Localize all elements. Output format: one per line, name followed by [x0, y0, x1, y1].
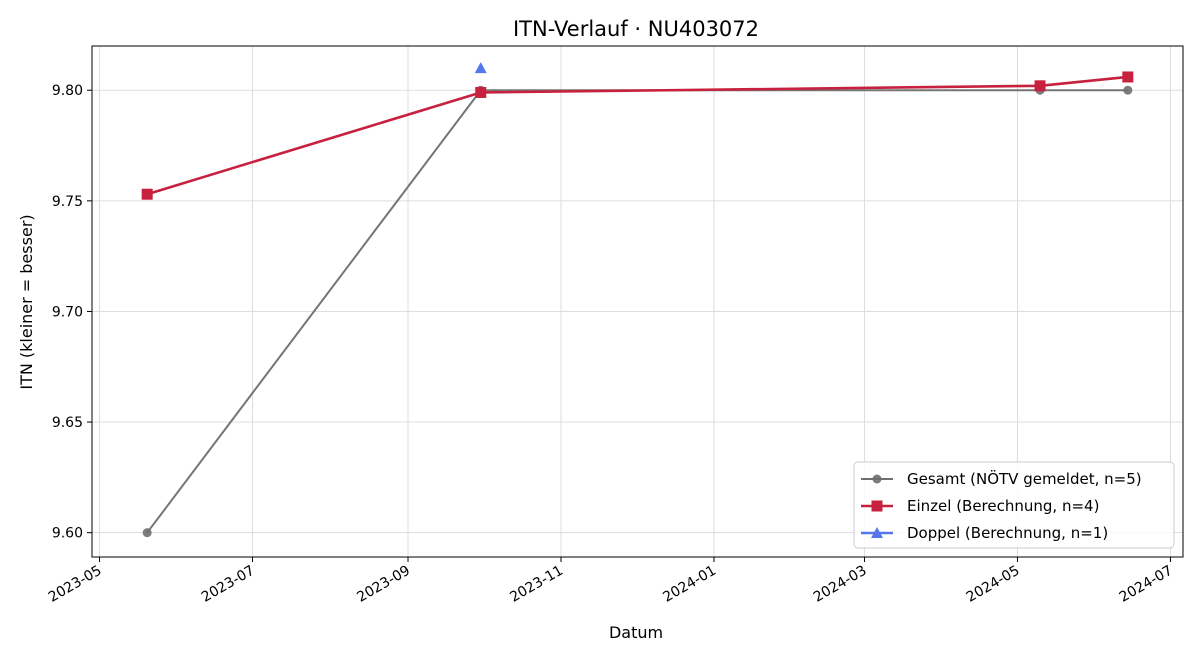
- x-tick-label: 2024-01: [660, 563, 719, 606]
- legend-label: Gesamt (NÖTV gemeldet, n=5): [907, 469, 1142, 488]
- legend: Gesamt (NÖTV gemeldet, n=5) Einzel (Berec…: [853, 461, 1175, 549]
- data-point: [1123, 85, 1133, 95]
- series-2: [474, 62, 487, 74]
- x-tick-label: 2024-03: [811, 563, 870, 606]
- series-line: [146, 75, 1128, 196]
- series-1: [141, 71, 1134, 200]
- x-tick-label: 2024-07: [1117, 563, 1176, 606]
- x-tick-label: 2023-09: [354, 563, 413, 606]
- x-tick-label: 2023-11: [507, 563, 566, 606]
- data-point: [141, 188, 153, 200]
- x-tick-label: 2024-05: [964, 563, 1023, 606]
- series-layer: [141, 62, 1134, 538]
- legend-swatch-marker: [872, 474, 882, 484]
- y-tick-label: 9.75: [52, 194, 83, 210]
- x-tick-label: 2023-05: [46, 563, 105, 606]
- y-axis-title: ITN (kleiner = besser): [17, 214, 36, 389]
- data-point: [142, 528, 152, 538]
- y-tick-label: 9.70: [52, 304, 83, 320]
- data-point: [474, 62, 487, 74]
- chart-title: ITN-Verlauf · NU403072: [513, 17, 759, 41]
- plot-frame: [91, 45, 1184, 558]
- data-point: [1122, 71, 1134, 83]
- legend-box: [853, 461, 1175, 549]
- y-tick-label: 9.60: [52, 526, 83, 542]
- x-axis: 2023-05 2023-07 2023-09 2023-11 2024-01 2024-…: [46, 557, 1176, 606]
- y-tick-label: 9.80: [52, 83, 83, 99]
- data-point: [1034, 80, 1046, 92]
- data-point: [475, 86, 487, 98]
- x-axis-title: Datum: [609, 623, 663, 642]
- legend-label: Einzel (Berechnung, n=4): [907, 497, 1099, 515]
- y-axis: 9.60 9.65 9.70 9.75 9.80: [52, 83, 92, 542]
- legend-swatch-marker: [871, 500, 883, 512]
- legend-label: Doppel (Berechnung, n=1): [907, 524, 1108, 542]
- x-tick-label: 2023-07: [199, 563, 258, 606]
- y-tick-label: 9.65: [52, 415, 83, 431]
- legend-swatch-marker: [871, 527, 883, 538]
